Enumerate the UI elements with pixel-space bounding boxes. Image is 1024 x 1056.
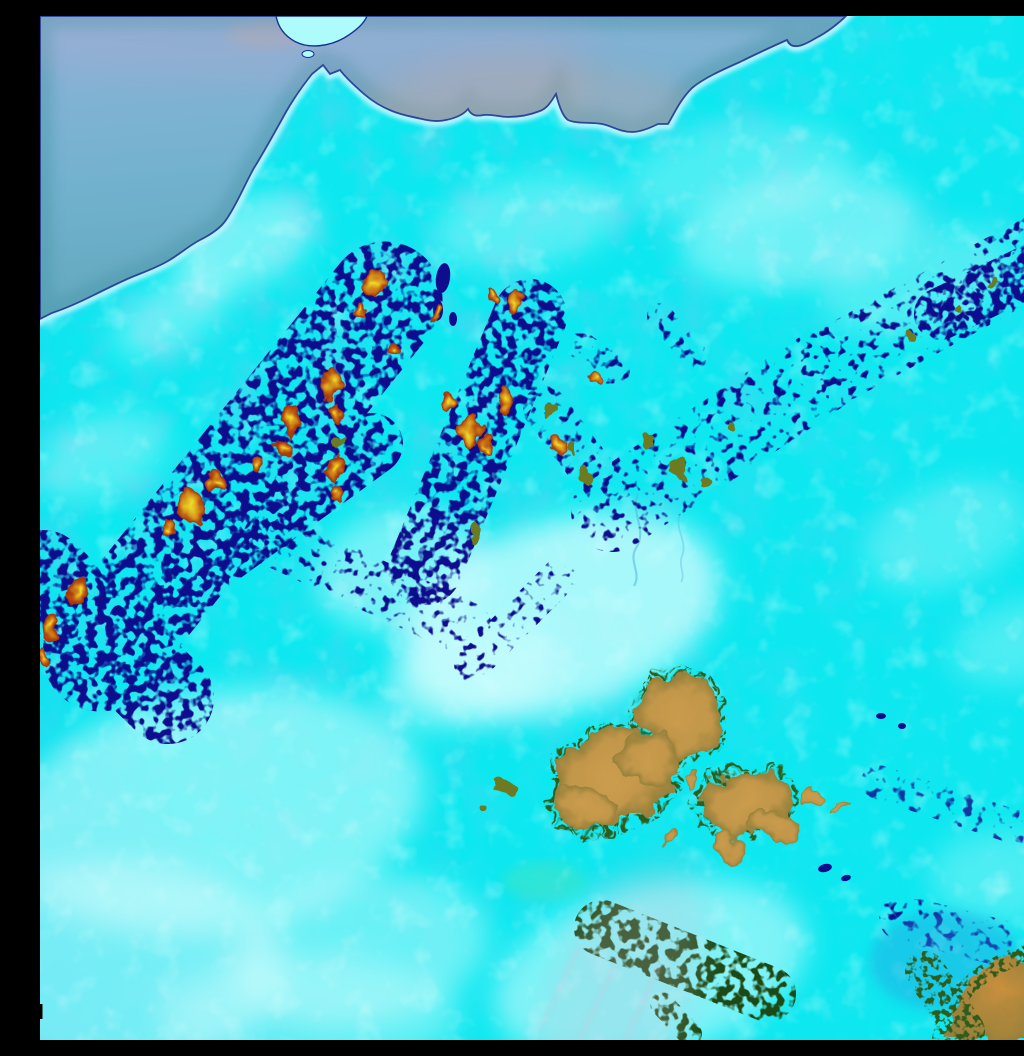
bare-ground-blobs — [40, 264, 1024, 668]
offshore-island — [275, 16, 368, 58]
forest-speckle-singles — [433, 263, 906, 882]
olive-ground-specks — [336, 264, 1024, 543]
lime-tint — [503, 861, 587, 901]
tundra-satellites — [474, 783, 512, 812]
corner-massif — [870, 911, 1024, 1040]
satellite-image: False-color satellite scene of a snow-co… — [40, 16, 1024, 1040]
edge-artifacts — [40, 1004, 43, 1019]
tundra-massifs — [474, 667, 849, 862]
satellite-scene-canvas — [40, 16, 1024, 1040]
islet — [301, 50, 315, 58]
